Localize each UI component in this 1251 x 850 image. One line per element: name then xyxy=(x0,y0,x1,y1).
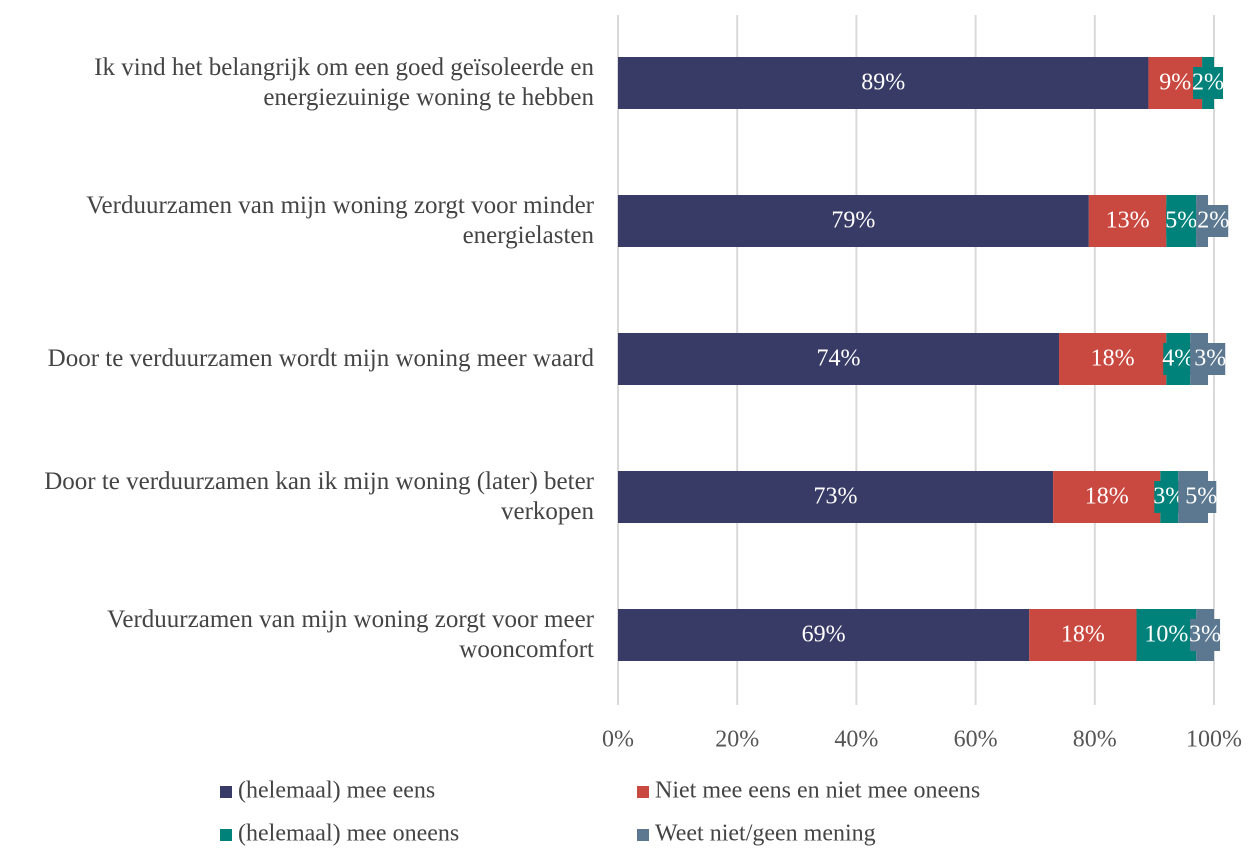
data-label: 74% xyxy=(817,346,861,372)
category-label: Verduurzamen van mijn woning zorgt voor … xyxy=(86,192,594,249)
data-label: 18% xyxy=(1091,346,1135,372)
category-label: Door te verduurzamen kan ik mijn woning … xyxy=(44,468,594,525)
data-label: 2% xyxy=(1192,70,1224,96)
legend-swatch xyxy=(220,829,232,841)
data-label: 3% xyxy=(1194,346,1226,372)
data-label: 69% xyxy=(802,622,846,648)
data-label: 73% xyxy=(814,484,858,510)
label-box xyxy=(1193,67,1224,99)
label-box xyxy=(1160,67,1191,99)
label-box xyxy=(1195,343,1226,375)
data-label: 10% xyxy=(1144,622,1188,648)
label-box xyxy=(1186,481,1217,513)
data-label: 4% xyxy=(1162,346,1194,372)
x-tick-label: 100% xyxy=(1186,727,1242,753)
data-label: 5% xyxy=(1165,208,1197,234)
label-box xyxy=(1085,481,1128,513)
bar-segment xyxy=(618,471,1054,523)
label-box xyxy=(1106,205,1149,237)
data-label: 2% xyxy=(1197,208,1229,234)
category-label: Verduurzamen van mijn woning zorgt voor … xyxy=(107,606,594,663)
label-box xyxy=(1091,343,1134,375)
data-label: 9% xyxy=(1159,70,1191,96)
legend-label: (helemaal) mee oneens xyxy=(238,821,459,847)
data-label: 5% xyxy=(1185,484,1217,510)
data-label: 18% xyxy=(1061,622,1105,648)
x-tick-label: 0% xyxy=(602,727,634,753)
data-label: 79% xyxy=(831,208,875,234)
legend-swatch xyxy=(637,786,649,798)
label-box xyxy=(1166,205,1197,237)
bar-segment xyxy=(618,57,1149,109)
x-tick-label: 20% xyxy=(715,727,759,753)
data-label: 89% xyxy=(861,70,905,96)
data-label: 18% xyxy=(1085,484,1129,510)
legend-swatch xyxy=(637,829,649,841)
data-label: 3% xyxy=(1189,622,1221,648)
legend-swatch xyxy=(220,786,232,798)
x-tick-label: 60% xyxy=(954,727,998,753)
bar-segment xyxy=(618,333,1060,385)
category-label: Door te verduurzamen wordt mijn woning m… xyxy=(47,345,594,372)
label-box xyxy=(1061,619,1104,651)
bar-segment xyxy=(618,609,1030,661)
legend-label: Weet niet/geen mening xyxy=(655,821,876,847)
bar-segment xyxy=(618,195,1089,247)
label-box xyxy=(1145,619,1188,651)
data-label: 13% xyxy=(1106,208,1150,234)
legend-label: (helemaal) mee eens xyxy=(238,778,435,804)
legend-label: Niet mee eens en niet mee oneens xyxy=(655,778,980,804)
x-tick-label: 80% xyxy=(1073,727,1117,753)
x-tick-label: 40% xyxy=(834,727,878,753)
label-box xyxy=(1198,205,1229,237)
label-box xyxy=(1163,343,1194,375)
label-box xyxy=(1190,619,1221,651)
category-label: Ik vind het belangrijk om een goed geïso… xyxy=(94,54,594,111)
